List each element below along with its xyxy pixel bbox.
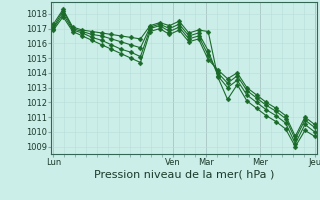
X-axis label: Pression niveau de la mer( hPa ): Pression niveau de la mer( hPa ) bbox=[94, 170, 274, 180]
